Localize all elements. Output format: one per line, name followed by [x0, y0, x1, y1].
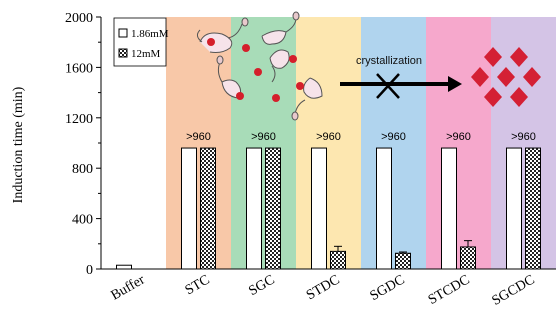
y-tick-label: 1600 — [65, 61, 93, 76]
bar-1.86mM-stc — [181, 147, 197, 270]
bar-12mM-stc — [200, 147, 216, 270]
legend-swatch-2 — [118, 48, 128, 58]
bar-1.86mM-buffer — [116, 264, 132, 270]
micelle-dot — [272, 94, 280, 102]
crystal-icon — [471, 47, 541, 107]
value-labels: >960 >960 >960 >960 >960 >960 — [186, 131, 536, 143]
y-tick-label: 0 — [86, 263, 93, 278]
value-label: >960 — [446, 131, 471, 143]
value-label: >960 — [511, 131, 536, 143]
bar-12mM-stdc — [330, 250, 346, 270]
micelle-dot — [207, 38, 215, 46]
micelle-dots — [207, 38, 304, 102]
bar-1.86mM-sgcdc — [506, 147, 522, 270]
crystal-diamond — [484, 87, 502, 107]
micelle-dot — [296, 82, 304, 90]
bar-12mM-sgdc — [395, 252, 411, 270]
crystallization-label: crystallization — [356, 55, 422, 67]
legend: 1.86mM 12mM — [113, 17, 169, 67]
bar-1.86mM-sgdc — [376, 147, 392, 270]
y-tick-label: 800 — [72, 162, 93, 177]
micelle-dot — [254, 68, 262, 76]
x-tick-label: STC — [183, 272, 213, 298]
value-label: >960 — [186, 131, 211, 143]
legend-box — [113, 17, 167, 67]
crystal-diamond — [484, 47, 502, 67]
bar-1.86mM-stcdc — [441, 147, 457, 270]
bar-12mM-sgcdc — [525, 147, 541, 270]
crystal-diamond — [497, 67, 515, 87]
bar-1.86mM-stdc — [311, 147, 327, 270]
crystal-diamond — [510, 87, 528, 107]
value-label: >960 — [381, 131, 406, 143]
x-tick-label: STDC — [304, 272, 343, 303]
crystal-diamond — [510, 47, 528, 67]
cross-mark-icon — [376, 73, 400, 99]
crystal-diamond — [471, 67, 489, 87]
y-tick-label: 1200 — [65, 112, 93, 127]
category-background-sgdc — [361, 17, 426, 269]
category-background-stcdc — [426, 17, 491, 269]
bar-12mM-stcdc — [460, 246, 476, 270]
legend-swatch-1 — [118, 28, 128, 38]
x-tick-label: SGCDC — [490, 272, 538, 308]
legend-label-2: 12mM — [131, 48, 161, 60]
micelle-dot — [236, 92, 244, 100]
bar-12mM-sgc — [265, 147, 281, 270]
y-tick-label: 400 — [72, 213, 93, 228]
crystallization-arrow — [340, 76, 462, 92]
x-tick-label: SGC — [246, 272, 277, 299]
bile-salt-micelle-illustration — [196, 11, 323, 121]
x-tick-label: STCDC — [426, 272, 473, 308]
bars — [116, 147, 541, 270]
value-label: >960 — [251, 131, 276, 143]
value-label: >960 — [316, 131, 341, 143]
bar-1.86mM-sgc — [246, 147, 262, 270]
y-axis-title: Induction time (min) — [11, 86, 26, 203]
x-tick-label: SGDC — [368, 272, 408, 304]
crystal-diamond — [523, 67, 541, 87]
legend-label-1: 1.86mM — [131, 28, 169, 40]
micelle-dot — [242, 44, 250, 52]
micelle-dot — [289, 55, 297, 63]
y-tick-label: 2000 — [65, 11, 93, 26]
x-tick-label: Buffer — [109, 272, 148, 303]
category-background-stdc — [296, 17, 361, 269]
